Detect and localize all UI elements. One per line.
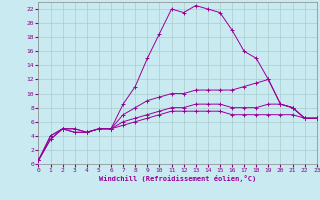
- X-axis label: Windchill (Refroidissement éolien,°C): Windchill (Refroidissement éolien,°C): [99, 175, 256, 182]
